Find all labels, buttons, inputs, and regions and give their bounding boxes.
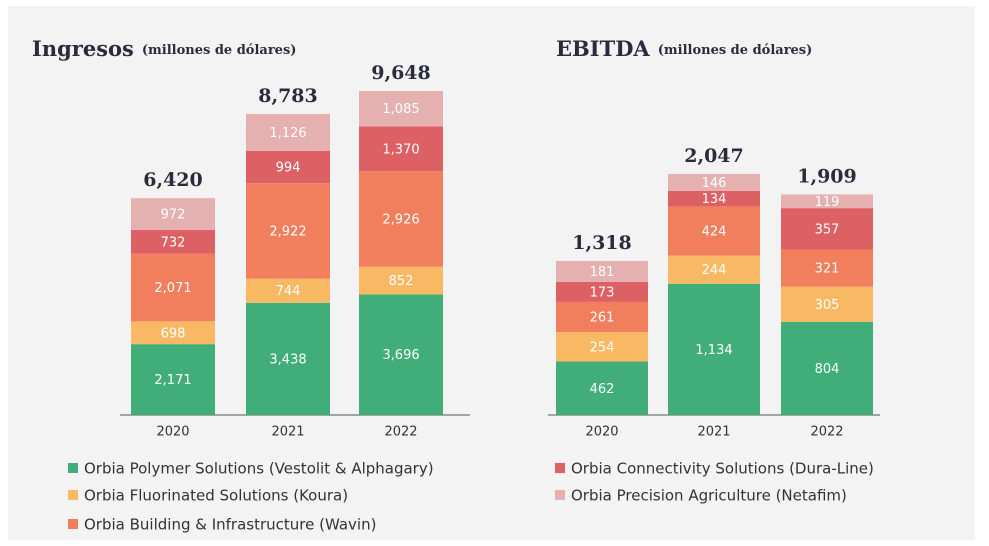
data-label: 732 — [161, 235, 186, 250]
legend-label: Orbia Polymer Solutions (Vestolit & Alph… — [84, 460, 434, 478]
bar-segment — [556, 301, 648, 333]
title: EBITDA — [556, 36, 650, 61]
data-label: 424 — [702, 224, 727, 239]
data-label: 305 — [815, 298, 840, 313]
bar-segment — [131, 253, 215, 322]
data-label: 2,071 — [154, 281, 191, 296]
legend-swatch — [555, 463, 565, 473]
x-tick-label: 2022 — [384, 425, 417, 440]
data-label: 254 — [590, 340, 615, 355]
data-label: 119 — [815, 195, 840, 210]
total-label: 6,420 — [143, 169, 203, 191]
data-label: 321 — [815, 262, 840, 277]
bar-segment — [246, 278, 330, 303]
data-label: 972 — [161, 208, 186, 223]
bar-segment — [781, 321, 873, 415]
total-label: 9,648 — [371, 62, 431, 84]
x-tick-label: 2021 — [271, 425, 304, 440]
bar-segment — [781, 249, 873, 287]
legend-swatch — [68, 490, 78, 500]
x-tick-label: 2021 — [697, 425, 730, 440]
data-label: 1,370 — [382, 142, 419, 157]
subtitle: (millones de dólares) — [658, 43, 813, 58]
total-label: 2,047 — [684, 145, 744, 167]
title: Ingresos — [32, 36, 134, 61]
data-label: 244 — [702, 263, 727, 278]
bar-segment — [556, 332, 648, 362]
data-label: 852 — [389, 274, 414, 289]
bar-segment — [556, 260, 648, 282]
data-label: 3,438 — [269, 352, 306, 367]
bar-segment — [556, 361, 648, 415]
bar-segment — [359, 294, 443, 415]
bar-segment — [668, 174, 760, 191]
bar-segment — [359, 266, 443, 295]
bar-segment — [359, 91, 443, 127]
legend-label: Orbia Precision Agriculture (Netafim) — [571, 487, 847, 505]
data-label: 2,922 — [269, 224, 306, 239]
bar-segment — [359, 126, 443, 172]
data-label: 744 — [276, 284, 301, 299]
legend-label: Orbia Connectivity Solutions (Dura-Line) — [571, 460, 874, 478]
bar-segment — [131, 198, 215, 230]
data-label: 698 — [161, 326, 186, 341]
data-label: 2,926 — [382, 212, 419, 227]
bar-segment — [781, 208, 873, 250]
bar-segment — [668, 206, 760, 256]
data-label: 2,171 — [154, 373, 191, 388]
legend-swatch — [555, 490, 565, 500]
legend-swatch — [68, 519, 78, 529]
data-label: 462 — [590, 382, 615, 397]
bar-segment — [668, 283, 760, 415]
bar-segment — [359, 171, 443, 267]
legend-label: Orbia Building & Infrastructure (Wavin) — [84, 516, 376, 534]
bar-segment — [246, 183, 330, 279]
subtitle: (millones de dólares) — [142, 43, 297, 58]
chart-title: EBITDA (millones de dólares) — [556, 36, 812, 61]
data-label: 181 — [590, 265, 615, 280]
data-label: 994 — [276, 160, 301, 175]
bar-segment — [246, 114, 330, 151]
bar-segment — [246, 302, 330, 415]
bar-segment — [668, 255, 760, 284]
data-label: 1,134 — [695, 343, 732, 358]
bar-segment — [556, 281, 648, 302]
data-label: 1,126 — [269, 126, 306, 141]
total-label: 1,318 — [572, 232, 632, 254]
bar-segment — [131, 321, 215, 345]
chart-title: Ingresos (millones de dólares) — [32, 36, 296, 61]
data-label: 357 — [815, 222, 840, 237]
bar-segment — [246, 150, 330, 184]
bar-segment — [668, 190, 760, 207]
bar-segment — [131, 229, 215, 254]
data-label: 146 — [702, 176, 727, 191]
data-label: 134 — [702, 192, 727, 207]
bar-segment — [131, 344, 215, 415]
legend-label: Orbia Fluorinated Solutions (Koura) — [84, 487, 348, 505]
x-tick-label: 2020 — [156, 425, 189, 440]
x-tick-label: 2020 — [585, 425, 618, 440]
bar-segment — [781, 286, 873, 322]
bar-segment — [781, 194, 873, 209]
data-label: 804 — [815, 362, 840, 377]
total-label: 8,783 — [258, 85, 318, 107]
data-label: 173 — [590, 285, 615, 300]
data-label: 261 — [590, 311, 615, 326]
data-label: 3,696 — [382, 348, 419, 363]
x-tick-label: 2022 — [810, 425, 843, 440]
legend-swatch — [68, 463, 78, 473]
total-label: 1,909 — [797, 165, 857, 187]
data-label: 1,085 — [382, 102, 419, 117]
